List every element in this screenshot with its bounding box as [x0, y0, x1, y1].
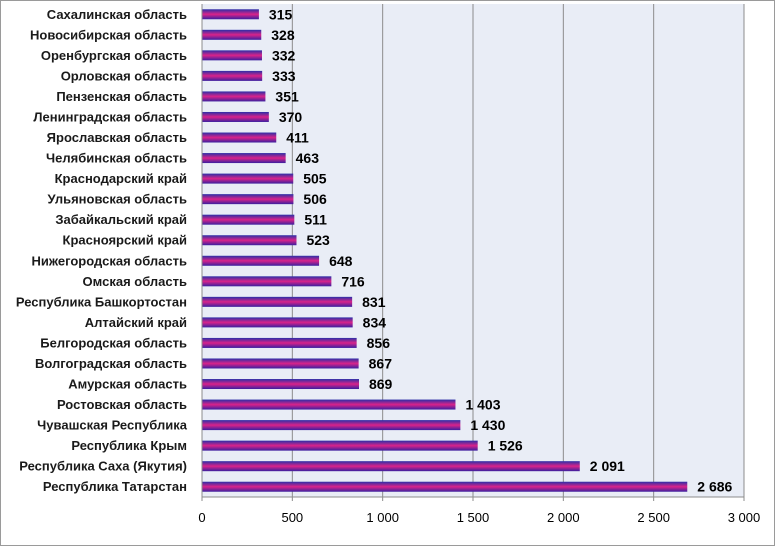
category-label: Белгородская область [40, 335, 187, 350]
value-labels: 315 328 332 333 351 370 411 463 505 506 511 523 648 7… [269, 6, 733, 494]
category-label: Ульяновская область [48, 192, 187, 207]
category-label: Новосибирская область [30, 27, 187, 42]
data-label: 315 [269, 6, 293, 22]
data-label: 370 [279, 109, 303, 125]
data-label: 869 [369, 376, 393, 392]
category-label: Краснодарский край [55, 171, 187, 186]
x-tick-label: 1 500 [457, 510, 490, 525]
bar [202, 358, 359, 369]
category-label: Республика Башкортостан [16, 294, 187, 309]
data-label: 1 526 [488, 438, 523, 454]
bar [202, 379, 359, 390]
bar [202, 481, 688, 492]
data-label: 834 [363, 314, 387, 330]
data-label: 328 [271, 27, 295, 43]
gridlines [201, 4, 745, 497]
data-label: 2 686 [697, 479, 732, 495]
data-label: 351 [275, 88, 299, 104]
bar [202, 91, 266, 102]
x-tick-label: 500 [281, 510, 303, 525]
data-label: 831 [362, 294, 386, 310]
bar [202, 173, 294, 184]
bar [202, 420, 461, 431]
x-tick-label: 1 000 [366, 510, 399, 525]
category-label: Сахалинская область [47, 7, 187, 22]
data-label: 1 403 [465, 397, 500, 413]
data-label: 716 [341, 273, 365, 289]
category-label: Оренбургская область [41, 48, 187, 63]
bar [202, 440, 478, 451]
bar [202, 296, 353, 307]
bar [202, 50, 262, 61]
bar [202, 132, 277, 143]
bar [202, 461, 580, 472]
x-tick-label: 2 500 [637, 510, 670, 525]
data-label: 2 091 [590, 458, 625, 474]
category-label: Пензенская область [56, 89, 187, 104]
bars [202, 9, 688, 492]
data-label: 332 [272, 47, 296, 63]
bar [202, 70, 263, 81]
data-label: 511 [304, 212, 327, 228]
data-label: 411 [286, 130, 309, 146]
category-label: Республика Крым [71, 438, 187, 453]
category-label: Красноярский край [63, 233, 187, 248]
category-label: Волгоградская область [35, 356, 187, 371]
data-label: 856 [367, 335, 391, 351]
bar [202, 337, 357, 348]
x-tick-label: 2 000 [547, 510, 580, 525]
data-label: 867 [369, 355, 393, 371]
bar [202, 29, 262, 40]
x-tick-label: 3 000 [728, 510, 761, 525]
data-label: 505 [303, 171, 327, 187]
data-label: 506 [303, 191, 327, 207]
category-label: Алтайский край [85, 315, 187, 330]
bar [202, 276, 332, 287]
category-label: Забайкальский край [55, 212, 187, 227]
bar [202, 235, 297, 246]
category-label: Ростовская область [57, 397, 187, 412]
category-label: Ярославская область [47, 130, 187, 145]
category-label: Ленинградская область [33, 109, 187, 124]
category-label: Республика Саха (Якутия) [19, 459, 187, 474]
bar [202, 9, 259, 20]
bar [202, 111, 269, 122]
data-label: 648 [329, 253, 353, 269]
bar [202, 214, 295, 225]
data-label: 333 [272, 68, 296, 84]
category-label: Орловская область [61, 68, 187, 83]
x-tick-label: 0 [198, 510, 205, 525]
bar [202, 194, 294, 205]
category-label: Омская область [83, 274, 187, 289]
x-axis: 0 500 1 000 1 500 2 000 2 500 3 000 [198, 4, 760, 525]
data-label: 523 [306, 232, 330, 248]
bar [202, 153, 286, 164]
category-labels: Сахалинская область Новосибирская область… [16, 7, 188, 494]
category-label: Челябинская область [46, 151, 187, 166]
bar [202, 317, 353, 328]
bar [202, 255, 320, 266]
data-label: 463 [296, 150, 320, 166]
category-label: Республика Татарстан [43, 479, 187, 494]
data-label: 1 430 [470, 417, 505, 433]
bar [202, 399, 456, 410]
category-label: Амурская область [68, 377, 187, 392]
category-label: Чувашская Республика [37, 418, 188, 433]
category-label: Нижегородская область [31, 253, 187, 268]
